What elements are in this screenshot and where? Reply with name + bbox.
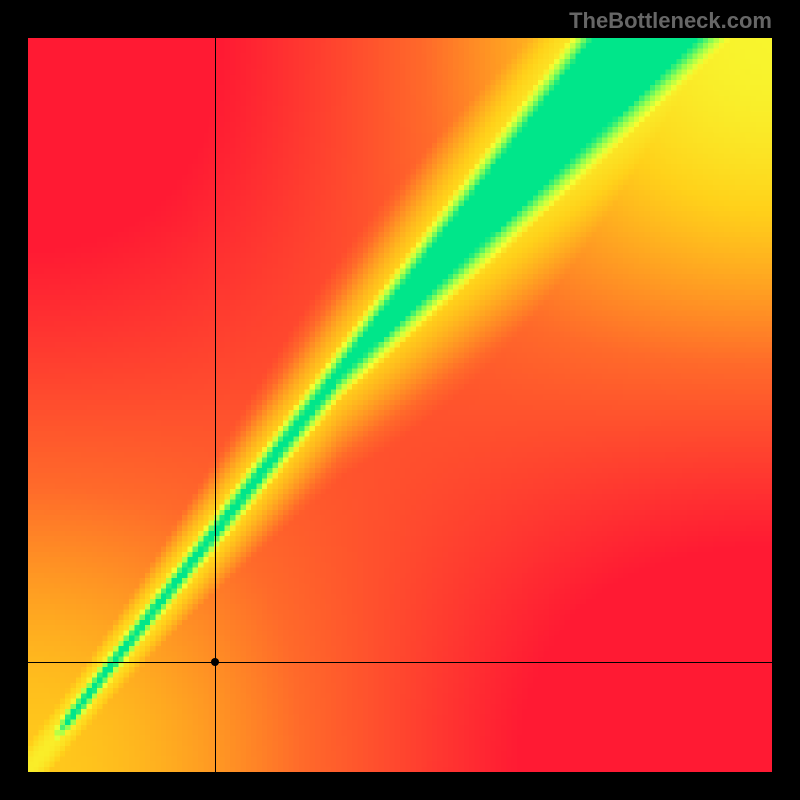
crosshair-horizontal (28, 662, 772, 663)
watermark-text: TheBottleneck.com (569, 8, 772, 34)
